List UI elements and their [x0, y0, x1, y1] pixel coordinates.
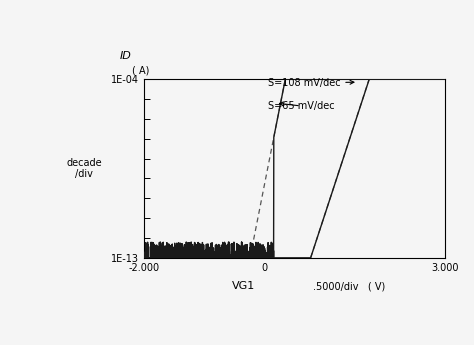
Text: ( A): ( A) — [132, 66, 149, 76]
Text: VG1: VG1 — [232, 281, 255, 291]
Text: S=65 mV/dec: S=65 mV/dec — [268, 101, 334, 111]
Text: decade
/div: decade /div — [66, 158, 102, 179]
Text: S=108 mV/dec: S=108 mV/dec — [268, 78, 354, 88]
Text: ID: ID — [120, 51, 132, 61]
Text: .5000/div   ( V): .5000/div ( V) — [313, 281, 385, 291]
